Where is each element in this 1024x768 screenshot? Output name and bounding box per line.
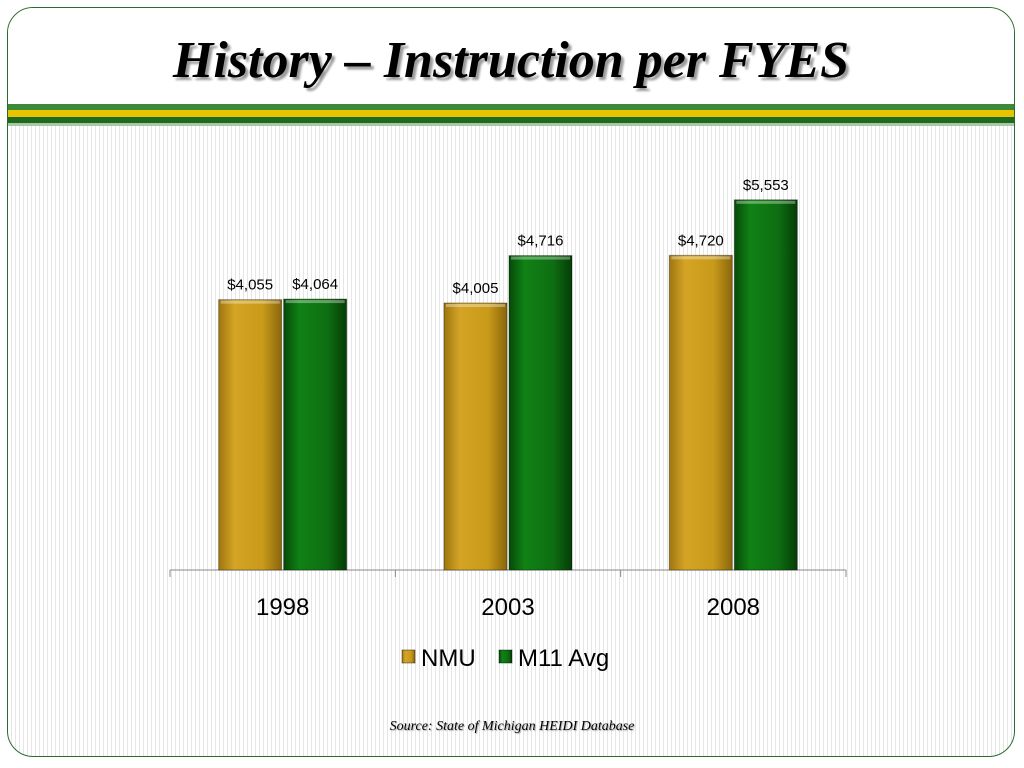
bar-highlight — [671, 256, 731, 260]
data-label: $4,716 — [518, 233, 564, 250]
x-tick-label: 1998 — [256, 594, 309, 621]
data-labels: $4,055 $4,064 $4,005 $4,716 $4,720 $5,553 — [227, 177, 789, 297]
bar-highlight — [446, 304, 505, 307]
x-tick-label: 2008 — [707, 594, 760, 621]
bar-nmu-2003 — [443, 302, 508, 571]
slide-title: History – Instruction per FYES — [172, 32, 850, 89]
stripe-gold — [8, 110, 1014, 117]
data-label: $4,005 — [453, 280, 499, 297]
bar-m11-avg-1998 — [283, 298, 348, 571]
bar-highlight — [285, 300, 345, 304]
legend-label: NMU — [421, 645, 476, 672]
stripe-green-dark — [8, 117, 1014, 123]
bar-m11-avg-2003 — [508, 255, 573, 571]
stripe-green-pale — [8, 123, 1014, 126]
source-note: Source: State of Michigan HEIDI Database — [389, 719, 635, 734]
data-label: $4,055 — [227, 277, 273, 294]
legend-label: M11 Avg — [518, 645, 609, 672]
data-label: $4,720 — [678, 232, 724, 249]
stripe-green-light — [8, 104, 1014, 110]
bar-m11-avg-2008 — [733, 199, 798, 571]
bar-nmu-2008 — [668, 254, 733, 571]
data-label: $4,064 — [292, 276, 338, 293]
bar-nmu-1998 — [218, 299, 283, 571]
header-stripes — [8, 104, 1014, 126]
x-tick-label: 2003 — [481, 594, 534, 621]
bar-highlight — [736, 200, 796, 204]
bar-highlight — [511, 256, 570, 260]
x-axis: 1998 2003 2008 — [169, 569, 847, 621]
legend-swatch-m11-avg — [498, 649, 513, 664]
title-area: History – Instruction per FYES — [8, 8, 1014, 108]
bars — [218, 199, 798, 571]
legend: NMU M11 Avg — [401, 645, 609, 672]
legend-swatch-nmu — [401, 649, 416, 664]
data-label: $5,553 — [743, 177, 789, 194]
bar-highlight — [220, 300, 280, 304]
